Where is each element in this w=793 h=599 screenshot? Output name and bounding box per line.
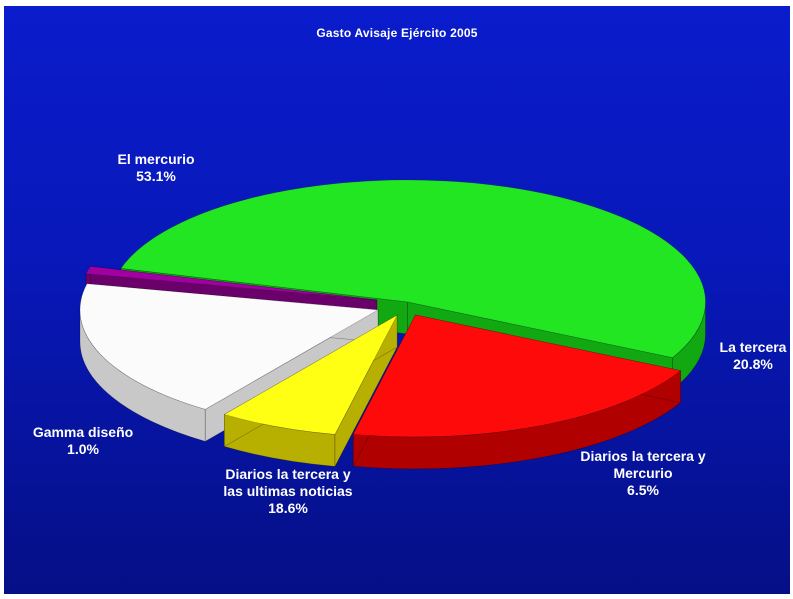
pie-slice-top [85,266,377,301]
slice-label-tercera-mercurio: Diarios la tercera y Mercurio 6.5% [580,448,706,498]
slice-label-el-mercurio: El mercurio 53.1% [117,151,194,184]
pie-chart: El mercurio 53.1% La tercera 20.8% Diarios l… [33,151,787,516]
slice-label-gamma-diseno: Gamma diseño 1.0% [33,424,133,457]
pie-slice-top [79,283,379,410]
slice-name: Diarios la tercera y [225,466,351,482]
chart-frame: Gasto Avisaje Ejército 2005 El mercurio 5… [4,6,790,594]
slice-percent: 1.0% [67,441,99,457]
chart-title: Gasto Avisaje Ejército 2005 [316,26,478,40]
slice-name: Mercurio [613,465,672,481]
slice-name: las ultimas noticias [223,483,352,499]
slice-name: Diarios la tercera y [580,448,706,464]
pie-slice-top [352,314,682,438]
pie-slice-top [120,179,706,358]
slice-label-tercera-ultimas-noticias: Diarios la tercera y las ultimas noticias… [223,466,352,516]
slice-name: La tercera [720,339,787,355]
slice-name: El mercurio [117,151,194,167]
pie-slice-top [223,314,398,435]
slice-percent: 20.8% [733,356,773,372]
pie-slice-la-tercera [352,314,682,470]
slice-label-la-tercera: La tercera 20.8% [720,339,787,372]
slice-percent: 6.5% [627,482,659,498]
slice-percent: 18.6% [268,500,308,516]
slice-name: Gamma diseño [33,424,133,440]
pie-slice-tercera-mercurio [223,314,398,467]
slice-percent: 53.1% [136,168,176,184]
